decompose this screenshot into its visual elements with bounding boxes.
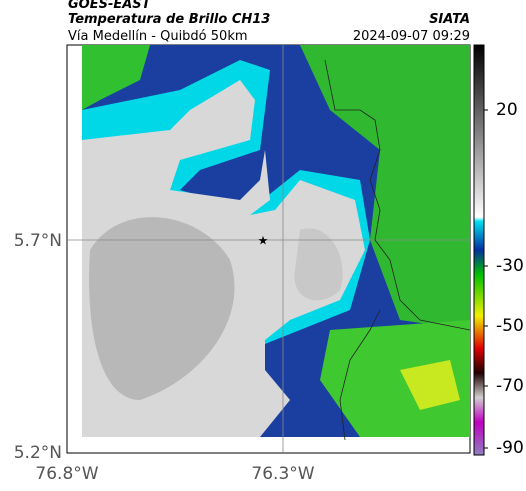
boundary — [324, 59, 471, 441]
title: GOES-EAST — [68, 0, 152, 12]
lon-tick-label: 76.3°W — [251, 464, 314, 484]
colorbar-tick-label: -30 — [496, 256, 524, 276]
lon-tick-label: 76.8°W — [35, 464, 98, 484]
satellite-image — [82, 45, 470, 437]
station-marker: ★ — [258, 234, 269, 248]
lat-tick-label: 5.2°N — [14, 443, 62, 463]
subtitle: Temperatura de Brillo CH13 — [68, 12, 270, 27]
colorbar-tick-label: 20 — [496, 100, 518, 120]
colorbar-tick-label: -50 — [496, 316, 524, 336]
source: SIATA — [429, 12, 470, 27]
datetime: 2024-09-07 09:29 — [353, 29, 470, 44]
colorbar — [473, 44, 485, 456]
colorbar-tick-label: -90 — [496, 438, 524, 458]
location: Vía Medellín - Quibdó 50km — [68, 29, 248, 44]
lat-tick-label: 5.7°N — [14, 231, 62, 251]
colorbar-tick-label: -70 — [496, 376, 524, 396]
colorbar-ticks: 20 -30 -50 -70 -90 — [484, 100, 524, 458]
